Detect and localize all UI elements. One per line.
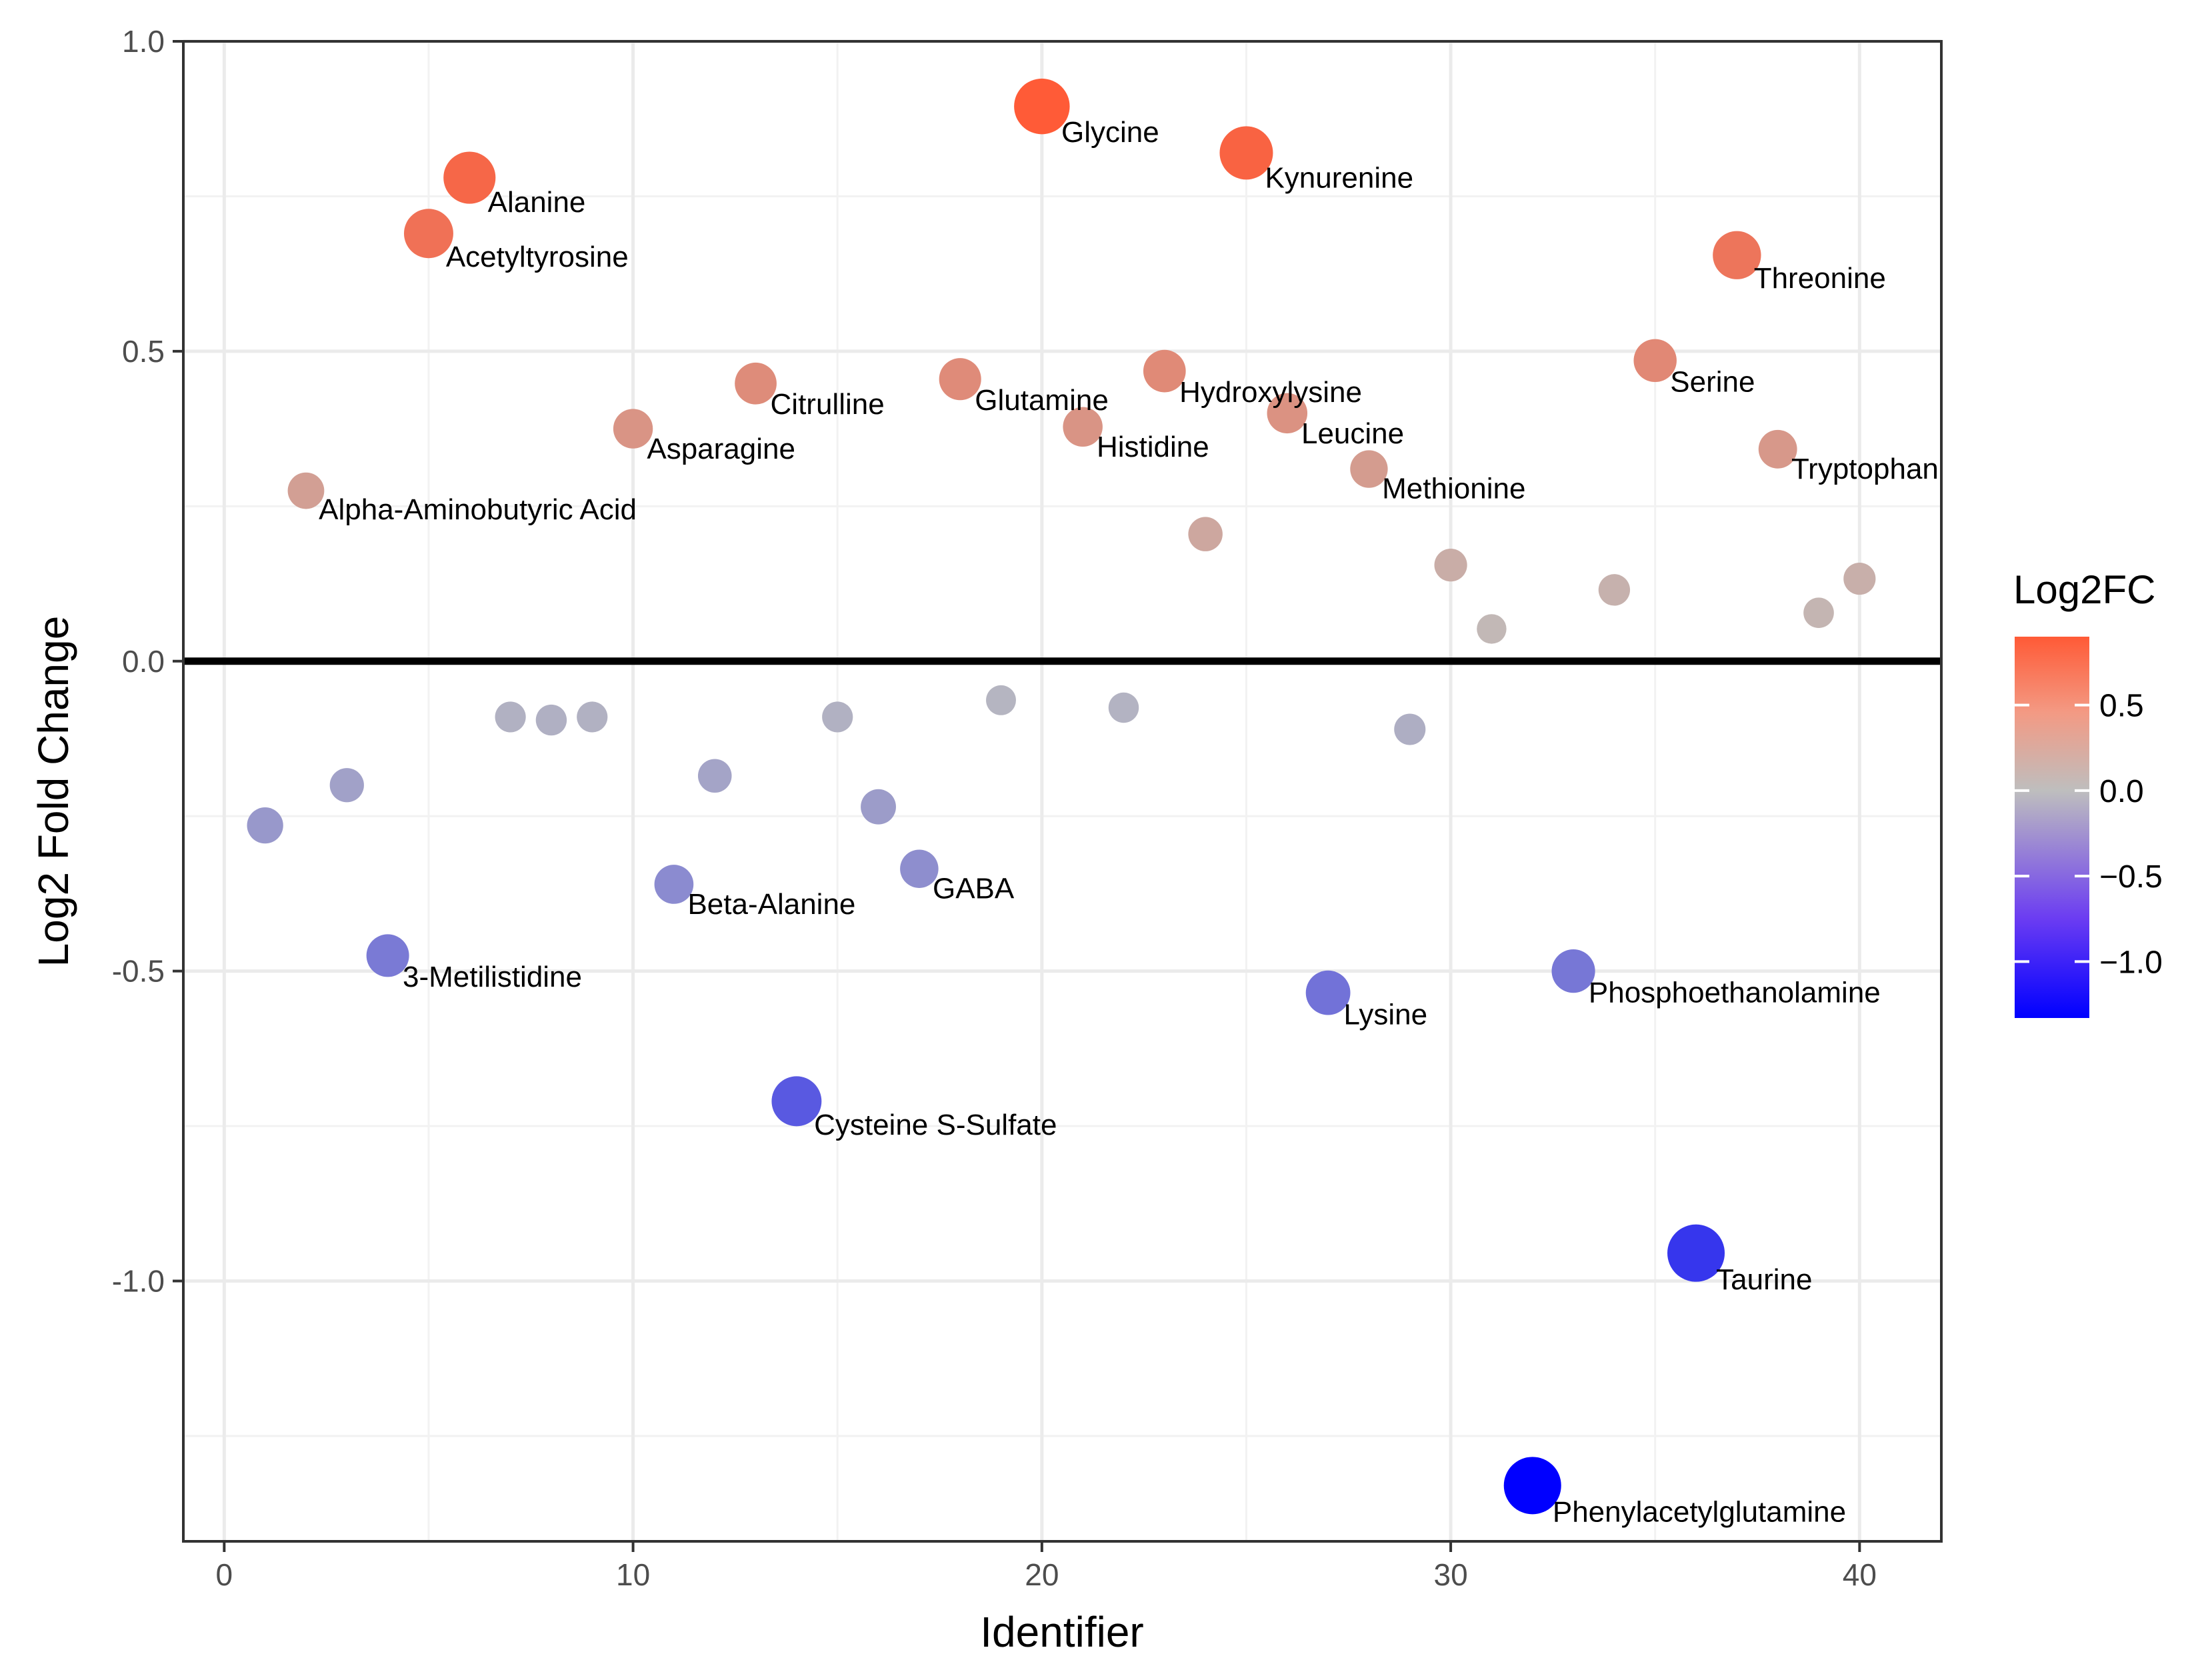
data-point xyxy=(1108,692,1139,723)
point-label: Kynurenine xyxy=(1265,161,1413,194)
point-label: Glutamine xyxy=(975,384,1109,417)
data-point xyxy=(1667,1224,1725,1282)
point-label: Asparagine xyxy=(647,433,795,465)
color-legend: Log2FC 0.5 0.0 −0.5 −1.0 xyxy=(2013,567,2163,1018)
legend-title: Log2FC xyxy=(2013,567,2155,612)
data-point xyxy=(1551,949,1595,993)
data-points xyxy=(247,78,1876,1515)
point-labels: Alpha-Aminobutyric Acid 3-Metilistidine Ac… xyxy=(319,116,1939,1529)
x-tick-label: 20 xyxy=(1025,1557,1059,1592)
x-tick-label: 40 xyxy=(1843,1557,1877,1592)
point-label: Cysteine S-Sulfate xyxy=(814,1109,1057,1141)
data-point xyxy=(1143,349,1186,393)
data-point xyxy=(1063,407,1103,447)
y-tick-label: -1.0 xyxy=(112,1264,165,1299)
data-point xyxy=(1503,1457,1561,1515)
axis-ticks xyxy=(173,40,1861,1552)
data-point xyxy=(1394,713,1426,745)
point-label: Taurine xyxy=(1716,1263,1812,1296)
data-point xyxy=(1305,970,1351,1015)
data-point xyxy=(900,849,939,888)
data-point xyxy=(287,472,325,509)
data-point xyxy=(329,768,364,803)
legend-ticks: 0.5 0.0 −0.5 −1.0 xyxy=(2015,689,2163,980)
x-axis-tick-labels: 0 10 20 30 40 xyxy=(216,1557,1877,1592)
point-label: 3-Metilistidine xyxy=(403,961,582,993)
point-label: Beta-Alanine xyxy=(687,888,855,921)
point-label: Threonine xyxy=(1754,262,1886,295)
data-point xyxy=(771,1076,822,1127)
data-point xyxy=(1350,450,1388,488)
data-point xyxy=(1188,517,1223,551)
point-label: Glycine xyxy=(1061,116,1159,149)
data-point xyxy=(1803,597,1834,629)
y-axis-title: Log2 Fold Change xyxy=(29,616,77,967)
point-label: Leucine xyxy=(1301,417,1404,450)
legend-tick-label: −0.5 xyxy=(2099,859,2163,895)
data-point xyxy=(1843,563,1876,595)
data-point xyxy=(697,759,732,793)
data-point xyxy=(1598,574,1631,606)
point-label: GABA xyxy=(933,872,1015,905)
data-point xyxy=(735,362,777,405)
x-tick-label: 10 xyxy=(616,1557,650,1592)
data-point xyxy=(577,701,608,733)
point-label: Tryptophan xyxy=(1791,453,1939,485)
legend-tick-label: 0.5 xyxy=(2099,689,2144,724)
point-label: Lysine xyxy=(1343,999,1427,1031)
data-point xyxy=(443,151,496,204)
data-point xyxy=(535,704,567,736)
y-tick-label: -0.5 xyxy=(112,954,165,989)
x-tick-label: 0 xyxy=(216,1557,233,1592)
data-point xyxy=(1713,231,1761,279)
point-label: Phenylacetylglutamine xyxy=(1553,1495,1846,1528)
data-point xyxy=(1477,614,1507,644)
y-tick-label: 0.0 xyxy=(122,644,165,679)
data-point xyxy=(939,358,981,401)
y-tick-label: 1.0 xyxy=(122,24,165,59)
data-point xyxy=(247,807,283,844)
point-label: Serine xyxy=(1670,365,1755,398)
data-point xyxy=(1434,549,1467,582)
point-label: Histidine xyxy=(1097,431,1209,463)
point-label: Alpha-Aminobutyric Acid xyxy=(319,493,637,526)
x-axis-title: Identifier xyxy=(980,1608,1143,1656)
data-point xyxy=(861,789,896,825)
data-point xyxy=(495,701,526,733)
point-label: Acetyltyrosine xyxy=(446,241,629,273)
legend-tick-label: 0.0 xyxy=(2099,774,2144,809)
data-point xyxy=(1758,429,1797,469)
point-label: Hydroxylysine xyxy=(1179,376,1362,409)
data-point xyxy=(1014,78,1070,135)
data-point xyxy=(403,209,453,259)
point-label: Phosphoethanolamine xyxy=(1589,976,1881,1009)
data-point xyxy=(822,701,853,733)
point-label: Citrulline xyxy=(771,388,885,421)
data-point xyxy=(1267,393,1308,434)
point-label: Alanine xyxy=(488,186,586,219)
x-tick-label: 30 xyxy=(1434,1557,1468,1592)
y-tick-label: 0.5 xyxy=(122,334,165,369)
data-point xyxy=(654,865,694,904)
y-axis-tick-labels: 1.0 0.5 0.0 -0.5 -1.0 xyxy=(112,24,165,1299)
point-label: Methionine xyxy=(1382,472,1525,505)
panel-background xyxy=(183,41,1941,1541)
data-point xyxy=(1219,126,1273,180)
data-point xyxy=(1633,339,1677,383)
data-point xyxy=(613,409,653,449)
data-point xyxy=(366,934,409,977)
legend-colorbar xyxy=(2015,637,2089,1018)
panel-border xyxy=(182,40,1943,1543)
legend-tick-label: −1.0 xyxy=(2099,945,2163,980)
data-point xyxy=(986,685,1016,715)
